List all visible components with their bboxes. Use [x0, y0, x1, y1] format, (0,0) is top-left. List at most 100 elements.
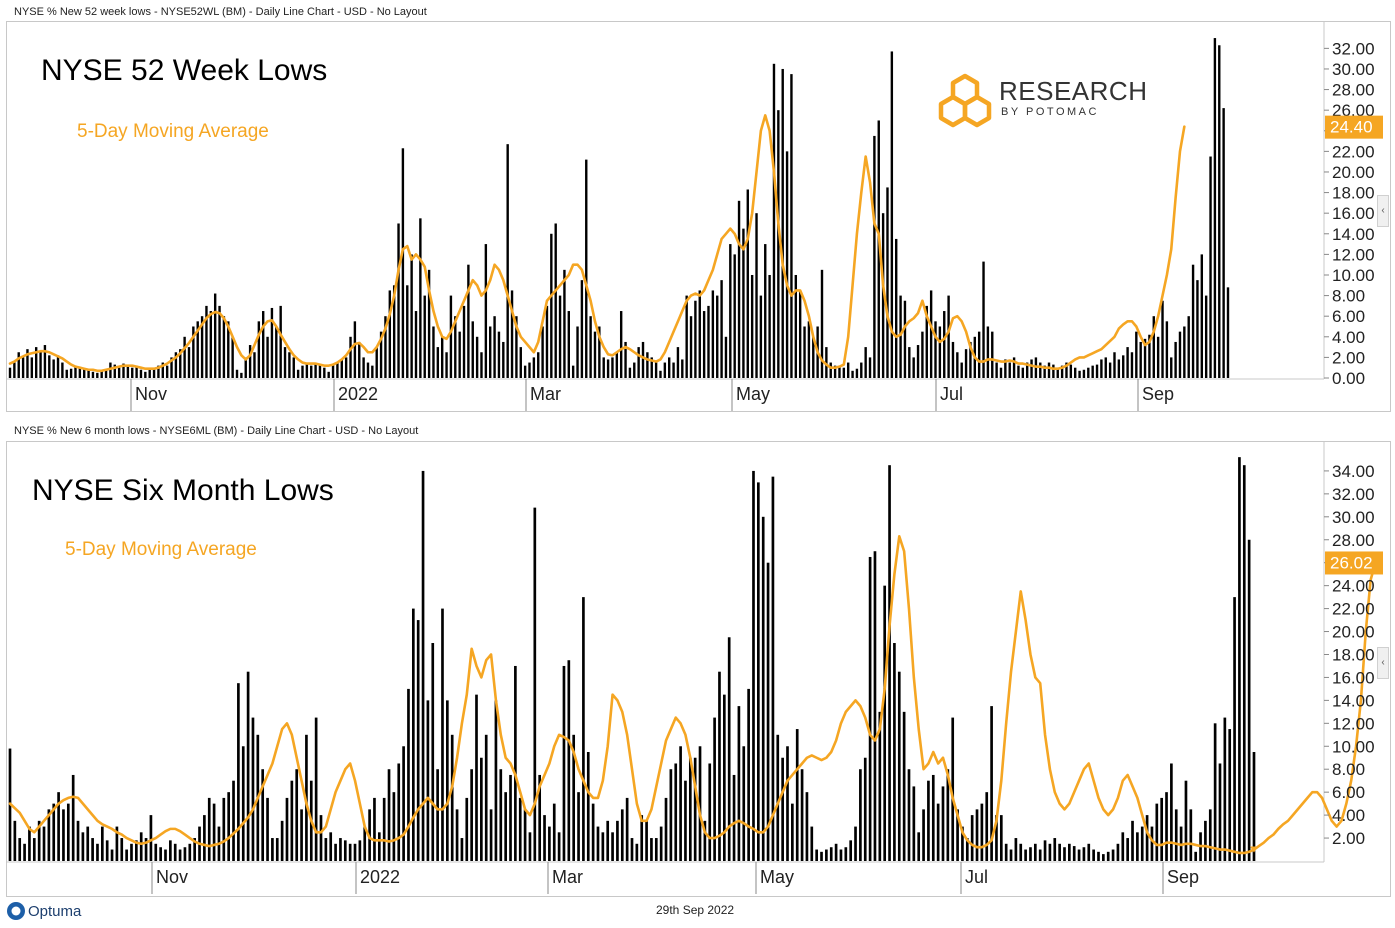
bar — [480, 757, 483, 861]
bar — [37, 820, 41, 861]
y-tick-label: 4.00 — [1332, 328, 1365, 347]
bar — [999, 815, 1003, 861]
chart-canvas-6mo[interactable]: 2.00 4.00 6.00 8.00 10.00 12.00 14.00 16.00 18.0… — [7, 442, 1390, 896]
bar — [261, 769, 265, 861]
bar — [43, 345, 47, 378]
bar — [1143, 338, 1147, 378]
bar — [606, 359, 610, 378]
bar — [149, 815, 153, 861]
bar — [57, 792, 60, 861]
bar — [17, 352, 20, 378]
bar — [290, 780, 294, 861]
bar — [1145, 815, 1149, 861]
bar — [1150, 826, 1154, 861]
collapse-handle[interactable]: ‹ — [1377, 647, 1389, 679]
bar — [1106, 851, 1110, 861]
x-tick-label: Nov — [135, 384, 167, 404]
bar — [877, 120, 880, 378]
bar — [1135, 331, 1138, 378]
bar — [679, 746, 682, 861]
bar — [436, 769, 439, 861]
bar — [65, 369, 68, 378]
bar — [965, 838, 969, 861]
bar — [1060, 365, 1064, 378]
bar — [659, 370, 662, 378]
bar — [188, 843, 192, 861]
bar — [554, 223, 557, 378]
bar — [820, 851, 823, 861]
last-value-label: 24.40 — [1330, 118, 1373, 137]
bar — [936, 803, 940, 861]
bar — [1095, 364, 1099, 378]
bar — [764, 244, 767, 378]
bar — [851, 370, 854, 378]
bar — [854, 826, 857, 861]
bar — [951, 341, 955, 378]
bar — [768, 274, 771, 378]
bar — [1191, 264, 1195, 378]
bar — [689, 316, 693, 378]
bar — [159, 847, 162, 861]
bar — [144, 838, 148, 861]
bar — [349, 336, 352, 378]
bar — [115, 826, 119, 861]
chart-panel-52wk[interactable]: 0.00 2.00 4.00 6.00 8.00 10.00 12.00 14.00 16.00… — [6, 21, 1391, 412]
bar — [598, 326, 601, 378]
bar — [724, 336, 728, 378]
bar — [489, 326, 492, 378]
bar — [117, 367, 121, 378]
bar — [1136, 832, 1139, 861]
bar — [387, 769, 391, 861]
bar — [1100, 359, 1103, 378]
bar — [514, 665, 517, 861]
bar — [637, 347, 640, 378]
bar — [567, 311, 570, 378]
bar — [545, 305, 549, 378]
bar — [727, 637, 731, 861]
bar — [606, 820, 610, 861]
bar — [13, 820, 17, 861]
bar — [13, 362, 16, 378]
bar — [207, 797, 211, 861]
bar — [550, 233, 553, 378]
collapse-handle[interactable]: ‹ — [1377, 195, 1389, 227]
bar — [174, 352, 178, 378]
y-tick-label: 14.00 — [1332, 225, 1375, 244]
bar — [611, 357, 614, 378]
optuma-logo: Optuma — [6, 901, 81, 923]
bar — [178, 849, 182, 861]
bar — [432, 326, 435, 378]
bar — [893, 643, 896, 861]
bar — [375, 347, 378, 378]
bar — [331, 364, 335, 378]
bar — [213, 293, 217, 378]
bar — [499, 769, 503, 861]
chart-panel-6mo[interactable]: 2.00 4.00 6.00 8.00 10.00 12.00 14.00 16.00 18.0… — [6, 441, 1391, 897]
y-tick-label: 28.00 — [1332, 531, 1375, 550]
bar — [48, 355, 51, 378]
bar — [1047, 362, 1051, 378]
y-tick-label: 6.00 — [1332, 307, 1365, 326]
bar — [26, 349, 29, 378]
bar — [148, 369, 151, 378]
x-tick-label: Mar — [552, 867, 583, 887]
bar — [761, 516, 765, 861]
bar — [925, 305, 928, 378]
moving-average-line — [8, 114, 1186, 373]
logo-name: RESEARCH — [999, 76, 1148, 106]
bar — [203, 815, 206, 861]
bar — [183, 336, 186, 378]
optuma-brand: Optuma — [28, 903, 82, 920]
bar — [881, 213, 885, 378]
chart-title: NYSE 52 Week Lows — [41, 54, 328, 87]
bar — [455, 809, 459, 861]
bar — [1156, 336, 1160, 378]
bar — [654, 838, 658, 861]
bar — [1077, 849, 1081, 861]
bar — [810, 826, 814, 861]
bar — [445, 352, 448, 378]
y-tick-label: 22.00 — [1332, 600, 1375, 619]
bar — [941, 786, 945, 861]
bar — [1078, 370, 1081, 378]
